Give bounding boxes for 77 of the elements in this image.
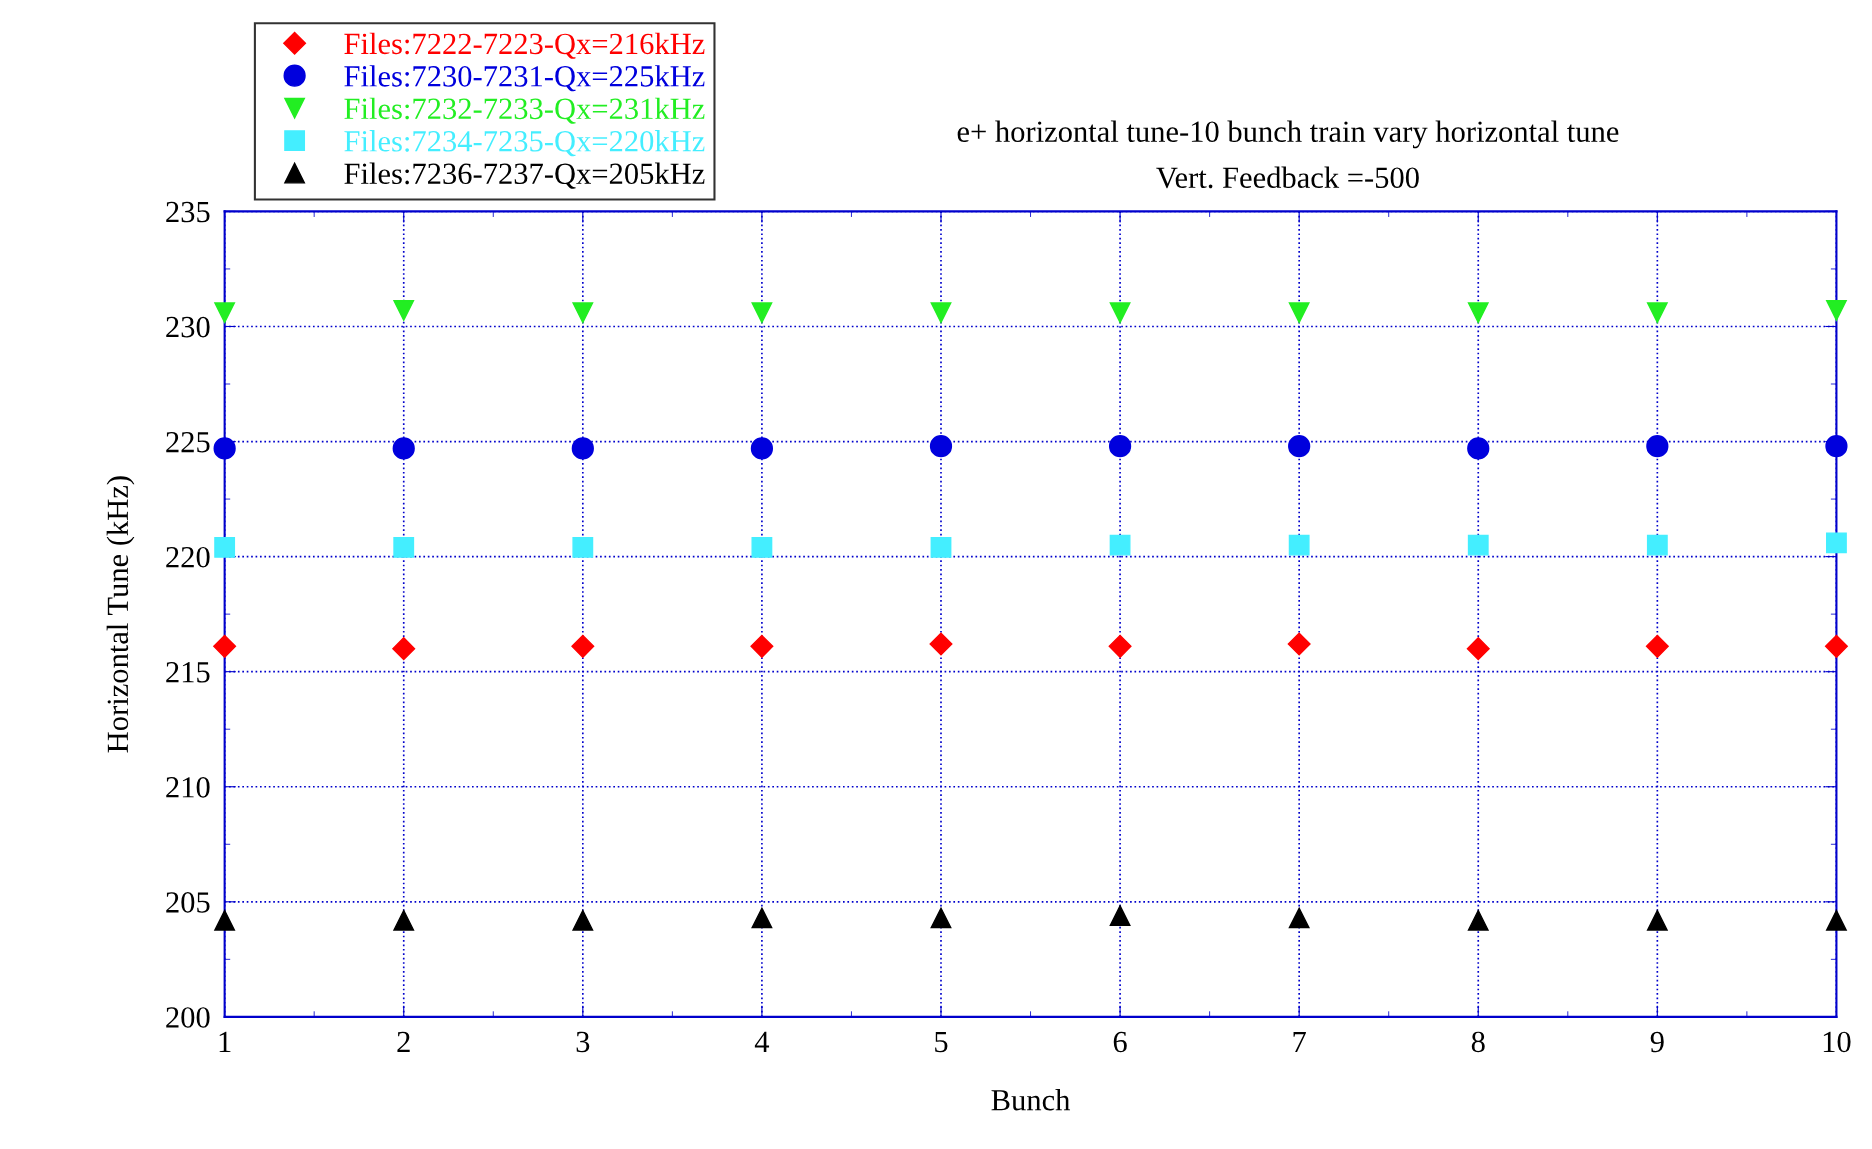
point bbox=[1288, 534, 1310, 556]
point bbox=[393, 536, 415, 558]
point bbox=[930, 536, 952, 558]
point bbox=[1646, 534, 1668, 556]
x-tick-label: 5 bbox=[935, 1031, 948, 1053]
legend-label: Files:7234-7235-Qx=220kHz bbox=[344, 130, 705, 157]
x-tick-label: 8 bbox=[1471, 1031, 1485, 1053]
point bbox=[1108, 435, 1132, 458]
y-tick-label: 215 bbox=[166, 662, 210, 683]
point bbox=[1825, 435, 1848, 458]
x-tick-label: 6 bbox=[1113, 1031, 1127, 1053]
x-tick-label: 9 bbox=[1650, 1031, 1664, 1053]
y-tick-label: 235 bbox=[166, 201, 210, 223]
point bbox=[572, 909, 594, 931]
point bbox=[1109, 905, 1131, 927]
point bbox=[392, 437, 415, 460]
x-tick-label: 4 bbox=[754, 1031, 770, 1052]
point bbox=[1824, 634, 1848, 658]
point bbox=[750, 634, 774, 658]
y-tick-label: 205 bbox=[166, 892, 210, 913]
point bbox=[1646, 435, 1669, 458]
point bbox=[930, 302, 952, 324]
chart-title: e+ horizontal tune-10 bunch train vary horizontal tune bbox=[957, 120, 1619, 149]
point bbox=[1826, 532, 1847, 554]
y-axis-title: Horizontal Tune (kHz) bbox=[106, 476, 135, 753]
point bbox=[571, 634, 595, 658]
point bbox=[751, 907, 773, 929]
x-tick-label: 2 bbox=[397, 1031, 410, 1052]
legend-label: Files:7232-7233-Qx=231kHz bbox=[344, 97, 705, 124]
point bbox=[929, 632, 953, 656]
point bbox=[1826, 299, 1847, 321]
y-tick-label: 230 bbox=[166, 316, 210, 338]
point bbox=[1288, 435, 1311, 458]
x-axis-title: Bunch bbox=[991, 1089, 1071, 1111]
point bbox=[1646, 302, 1668, 324]
x-tick-label: 10 bbox=[1823, 1031, 1851, 1053]
legend-label: Files:7236-7237-Qx=205kHz bbox=[344, 162, 705, 189]
legend-label: Files:7222-7223-Qx=216kHz bbox=[344, 32, 705, 59]
x-tick-label: 7 bbox=[1293, 1031, 1306, 1052]
point bbox=[572, 536, 594, 558]
point bbox=[1467, 302, 1489, 324]
point bbox=[1646, 909, 1668, 931]
x-tick-label: 1 bbox=[219, 1031, 231, 1052]
point bbox=[213, 437, 236, 460]
point bbox=[929, 435, 953, 458]
chart-subtitle: Vert. Feedback =-500 bbox=[1156, 166, 1419, 189]
point bbox=[1288, 302, 1310, 324]
y-tick-label: 225 bbox=[166, 431, 210, 453]
point bbox=[393, 299, 415, 321]
point bbox=[572, 302, 594, 324]
point bbox=[751, 536, 773, 558]
legend-label: Files:7230-7231-Qx=225kHz bbox=[344, 65, 705, 92]
point bbox=[571, 437, 594, 460]
point bbox=[214, 536, 236, 558]
point bbox=[393, 909, 415, 931]
point bbox=[750, 437, 774, 460]
point bbox=[1645, 634, 1669, 658]
point bbox=[1466, 637, 1490, 661]
point bbox=[751, 302, 773, 324]
y-tick-label: 210 bbox=[166, 777, 210, 798]
point bbox=[1108, 634, 1132, 658]
point bbox=[1467, 534, 1489, 556]
point bbox=[392, 637, 416, 661]
point bbox=[1826, 909, 1847, 931]
point bbox=[1288, 907, 1310, 929]
point bbox=[1467, 909, 1489, 931]
point bbox=[1109, 302, 1131, 324]
point bbox=[1109, 534, 1131, 556]
y-tick-label: 220 bbox=[166, 546, 210, 568]
point bbox=[930, 907, 952, 929]
point bbox=[214, 909, 236, 931]
y-tick-label: 200 bbox=[166, 1007, 210, 1028]
x-tick-label: 3 bbox=[576, 1031, 590, 1053]
point bbox=[214, 302, 236, 324]
point bbox=[1467, 437, 1490, 460]
point bbox=[1287, 632, 1311, 656]
point bbox=[213, 634, 237, 658]
